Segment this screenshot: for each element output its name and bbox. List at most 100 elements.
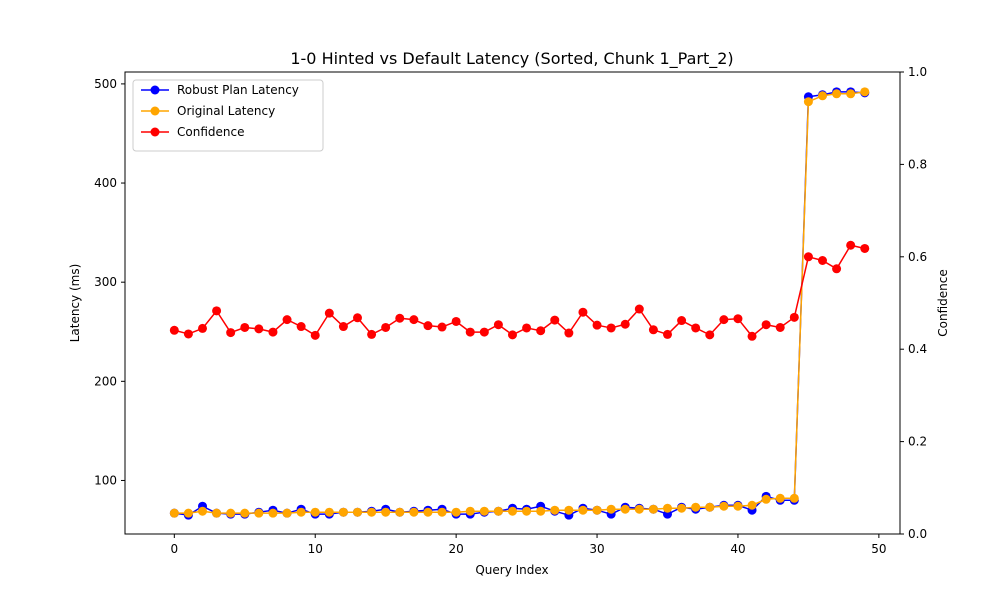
data-point [592, 505, 602, 515]
data-point [508, 330, 517, 340]
data-point [310, 330, 320, 340]
data-point [479, 506, 489, 516]
data-point [733, 314, 743, 324]
data-point [775, 493, 785, 503]
series-1 [169, 87, 870, 518]
y-tick-label: 500 [94, 77, 117, 91]
data-point [691, 502, 701, 512]
data-point [522, 323, 532, 333]
data-point [550, 315, 560, 325]
legend-label: Original Latency [177, 104, 275, 118]
data-point [832, 89, 842, 99]
legend-item: Robust Plan Latency [141, 83, 299, 97]
data-point [522, 506, 532, 516]
data-point [409, 507, 419, 517]
data-point [860, 87, 870, 97]
data-point [803, 252, 813, 262]
data-point [564, 505, 574, 515]
axes-frame [124, 71, 901, 535]
data-point [254, 324, 264, 334]
data-point [578, 505, 588, 515]
data-point [338, 322, 348, 332]
data-point [536, 326, 546, 336]
data-point [282, 315, 292, 325]
data-point [338, 507, 348, 517]
data-point [620, 504, 630, 514]
data-point [860, 243, 870, 253]
chart-title: 1-0 Hinted vs Default Latency (Sorted, C… [290, 49, 733, 69]
data-point [240, 322, 250, 332]
y-axis-title: Latency (ms) [68, 264, 82, 343]
legend-box [132, 79, 324, 152]
y-tick-label: 100 [94, 473, 117, 487]
data-point [634, 304, 644, 314]
data-point [367, 507, 377, 517]
data-point [169, 325, 179, 335]
data-point [493, 506, 503, 516]
data-point [282, 508, 292, 518]
data-point [578, 307, 588, 317]
data-point [353, 313, 362, 323]
data-point [789, 493, 799, 503]
data-point [451, 316, 461, 326]
data-point [733, 501, 743, 511]
data-point [564, 328, 574, 338]
data-point [747, 500, 757, 510]
data-point [663, 329, 672, 339]
data-point [634, 504, 644, 514]
legend-item: Original Latency [141, 104, 275, 118]
x-axis-title: Query Index [475, 563, 548, 577]
data-point [465, 327, 475, 337]
data-point [846, 89, 856, 99]
x-tick-label: 0 [170, 542, 178, 556]
data-point [296, 322, 306, 332]
data-point [169, 508, 179, 518]
data-point [648, 325, 658, 335]
data-point [691, 323, 701, 333]
data-point [183, 508, 193, 518]
data-point [254, 508, 264, 518]
data-point [353, 507, 362, 517]
data-point [606, 323, 616, 333]
data-point [395, 507, 405, 517]
data-point [465, 506, 475, 516]
data-point [508, 506, 517, 516]
data-point [719, 315, 729, 325]
data-point [367, 329, 377, 339]
data-point [381, 322, 391, 332]
data-point [381, 507, 391, 517]
data-point [550, 505, 560, 515]
data-point [818, 91, 827, 101]
data-point [592, 320, 602, 330]
data-point [198, 323, 207, 333]
data-point [198, 506, 207, 516]
x-tick-label: 40 [730, 542, 745, 556]
legend-marker [150, 106, 160, 116]
y2-axis-title: Confidence [936, 269, 950, 336]
axes: 0 10 20 30 40 50 100 200 300 400 500 0.0 0.2 0.4 0.6 0.… [94, 65, 927, 556]
data-point [620, 319, 630, 329]
data-point [479, 327, 489, 337]
data-point [775, 322, 785, 332]
data-point [761, 494, 771, 504]
data-point [606, 504, 616, 514]
y2-tick-label: 0.6 [908, 250, 927, 264]
data-point [648, 504, 658, 514]
legend-marker [150, 85, 160, 95]
data-point [423, 321, 433, 331]
data-point [451, 507, 461, 517]
data-point [268, 508, 278, 518]
data-point [212, 306, 222, 316]
data-point [761, 320, 771, 330]
legend-item: Confidence [141, 125, 244, 139]
data-point [296, 507, 306, 517]
y-tick-label: 200 [94, 374, 117, 388]
data-point [324, 308, 334, 318]
data-point [437, 322, 447, 332]
data-point [226, 508, 236, 518]
y-tick-label: 300 [94, 275, 117, 289]
y2-tick-label: 1.0 [908, 65, 927, 79]
data-point [832, 264, 842, 274]
plot-area [169, 87, 870, 520]
